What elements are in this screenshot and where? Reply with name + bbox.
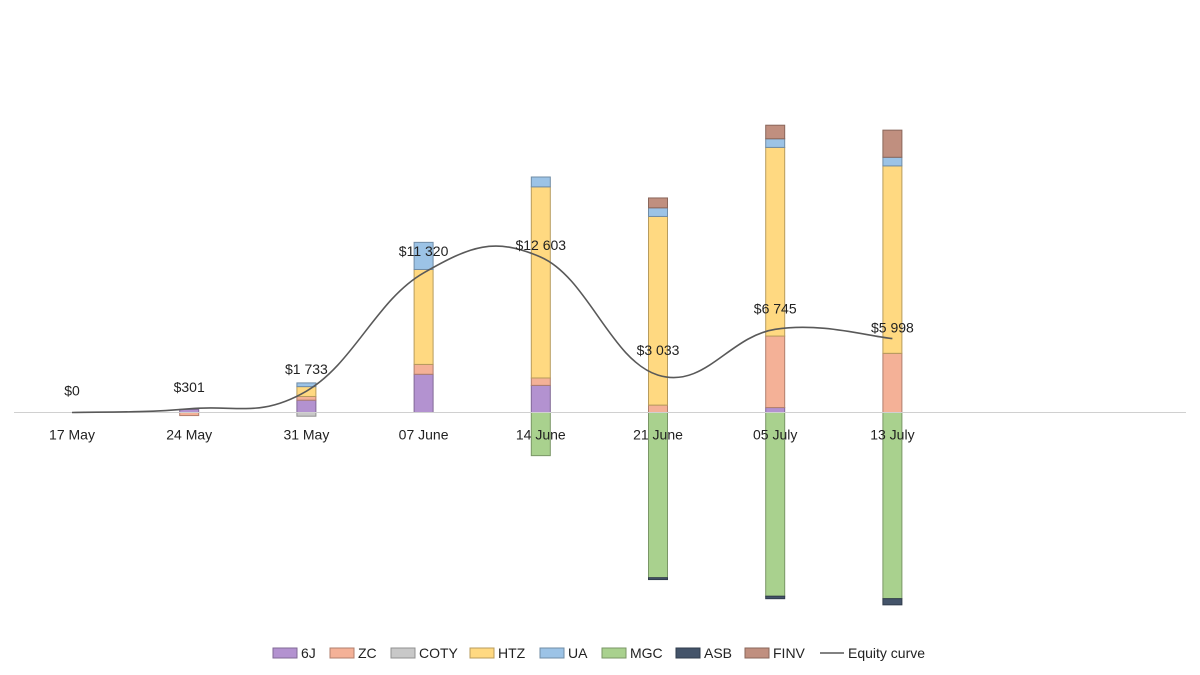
bar-segment-finv-7 [882,129,903,158]
bar-segment-zc-7 [882,352,903,414]
x-tick-label: 14 June [516,427,566,443]
bar-segment-ua-3 [413,241,434,270]
legend-label-ua: UA [568,645,588,661]
legend-swatch-zc [329,647,355,659]
bar-segment-6j-2 [296,399,317,414]
legend-label-6j: 6J [301,645,316,661]
x-tick-label: 17 May [49,427,95,443]
bars-layer [179,124,903,606]
equity-curve-line [71,245,893,414]
legend-label-htz: HTZ [498,645,526,661]
bar-segment-asb-6 [765,595,786,600]
equity-data-label: $3 033 [637,342,680,358]
x-tick-label: 07 June [399,427,449,443]
bar-segment-asb-7 [882,598,903,606]
bar-segment-zc-6 [765,335,786,409]
bar-segment-zc-4 [530,377,551,386]
bar-segment-htz-3 [413,268,434,365]
legend-swatch-asb [675,647,701,659]
bar-segment-zc-5 [648,404,668,414]
x-tick-labels: 17 May 24 May 31 May 07 June 14 June 21 June 0… [49,427,915,443]
x-tick-label: 05 July [753,427,797,443]
x-tick-label: 21 June [633,427,683,443]
legend-swatch-coty [390,647,416,659]
x-tick-label: 31 May [283,427,329,443]
equity-data-label: $6 745 [754,300,797,316]
legend-swatch-htz [469,647,495,659]
legend-label-coty: COTY [419,645,459,661]
equity-data-label: $1 733 [285,361,328,377]
bar-segment-ua-4 [530,176,551,188]
legend-label-equity-curve: Equity curve [848,645,925,661]
bar-segment-6j-3 [413,373,434,413]
legend-swatch-mgc [601,647,627,659]
bar-segment-6j-4 [530,384,551,413]
equity-data-label: $12 603 [515,237,566,253]
equity-data-labels: $0 $301 $1 733 $11 320 $12 603 $3 033 $6 745 $5… [64,237,914,398]
bar-segment-finv-6 [765,124,786,140]
legend-label-finv: FINV [773,645,806,661]
legend-swatch-ua [539,647,565,659]
equity-data-label: $0 [64,383,80,399]
x-tick-label: 13 July [870,427,914,443]
legend-swatch-finv [744,647,770,659]
legend-label-mgc: MGC [630,645,663,661]
bar-segment-zc-3 [413,363,434,375]
equity-data-label: $5 998 [871,320,914,336]
legend-label-asb: ASB [704,645,732,661]
equity-data-label: $11 320 [399,243,449,259]
bar-segment-asb-5 [648,577,668,581]
legend-label-zc: ZC [358,645,377,661]
legend: 6J ZC COTY HTZ UA MGC ASB FINV Equity curve [272,645,925,661]
bar-segment-ua-5 [648,207,668,217]
equity-data-label: $301 [174,379,205,395]
bar-segment-htz-4 [530,186,551,379]
bar-segment-ua-6 [765,138,786,148]
legend-swatch-6j [272,647,298,659]
x-tick-label: 24 May [166,427,212,443]
bar-segment-6j-6 [765,407,786,414]
bar-segment-ua-7 [882,156,903,167]
bar-segment-finv-5 [648,197,668,209]
bar-segment-coty-2 [296,412,317,417]
bar-segment-zc-2 [296,395,317,401]
